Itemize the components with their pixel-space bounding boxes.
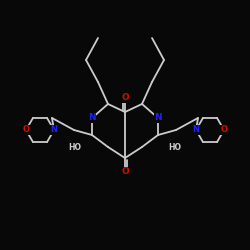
Text: HO: HO (68, 144, 82, 152)
Text: HO: HO (168, 144, 181, 152)
Text: O: O (121, 168, 129, 176)
Text: HO: HO (168, 144, 181, 152)
Text: N: N (154, 114, 162, 122)
Text: N: N (88, 114, 96, 122)
Text: N: N (88, 114, 96, 122)
Text: O: O (220, 126, 228, 134)
Text: N: N (50, 126, 58, 134)
Text: O: O (22, 126, 30, 134)
Text: N: N (192, 126, 200, 134)
Text: O: O (121, 168, 129, 176)
Text: O: O (121, 94, 129, 102)
Text: O: O (220, 126, 228, 134)
Text: N: N (154, 114, 162, 122)
Text: HO: HO (68, 144, 82, 152)
Text: O: O (22, 126, 30, 134)
Text: O: O (121, 94, 129, 102)
Text: N: N (192, 126, 200, 134)
Text: N: N (50, 126, 58, 134)
